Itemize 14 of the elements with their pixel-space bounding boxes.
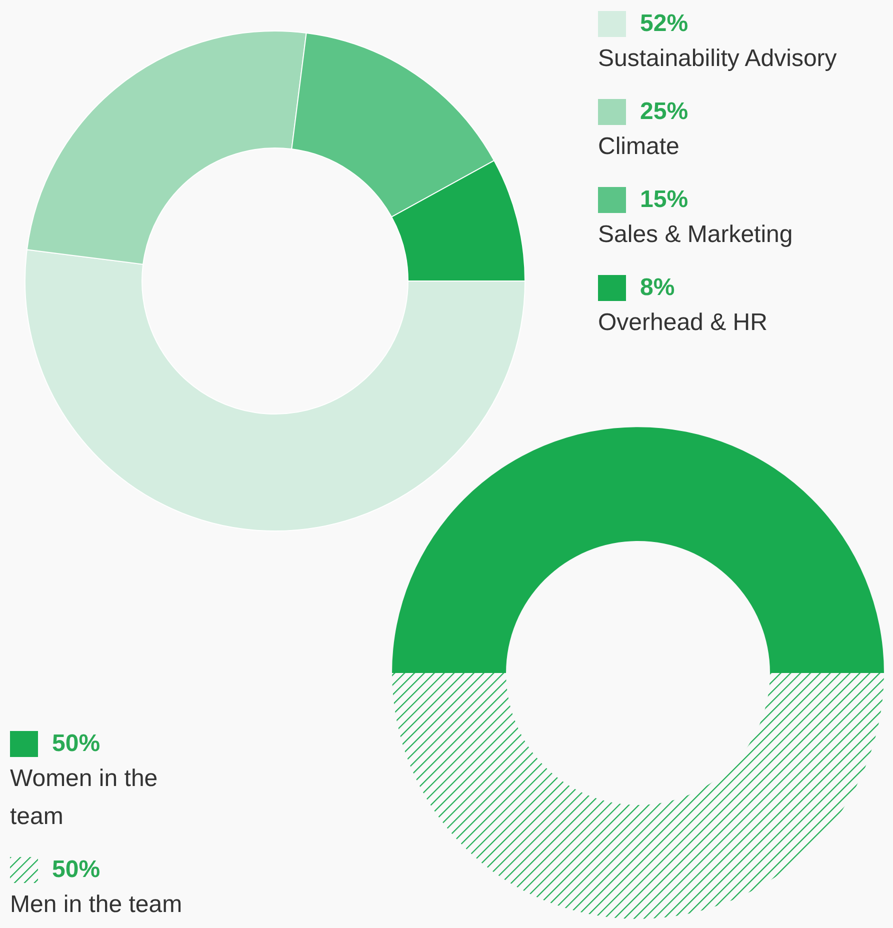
data-label: 25% (640, 98, 688, 126)
legend-label: Women in the team (10, 764, 159, 832)
data-label: 52% (640, 10, 688, 38)
data-label: 50% (52, 730, 100, 758)
legend-label: Climate (598, 132, 680, 162)
data-label: 15% (640, 186, 688, 214)
donut-slice (392, 427, 884, 673)
legend-label: Men in the team (10, 890, 184, 920)
donut-slice (392, 673, 884, 919)
data-label: 8% (640, 274, 675, 302)
legend-label: Sales & Marketing (598, 220, 794, 250)
legend-label: Sustainability Advisory (598, 44, 838, 74)
legend-label: Overhead & HR (598, 308, 768, 338)
data-label: 50% (52, 856, 100, 884)
